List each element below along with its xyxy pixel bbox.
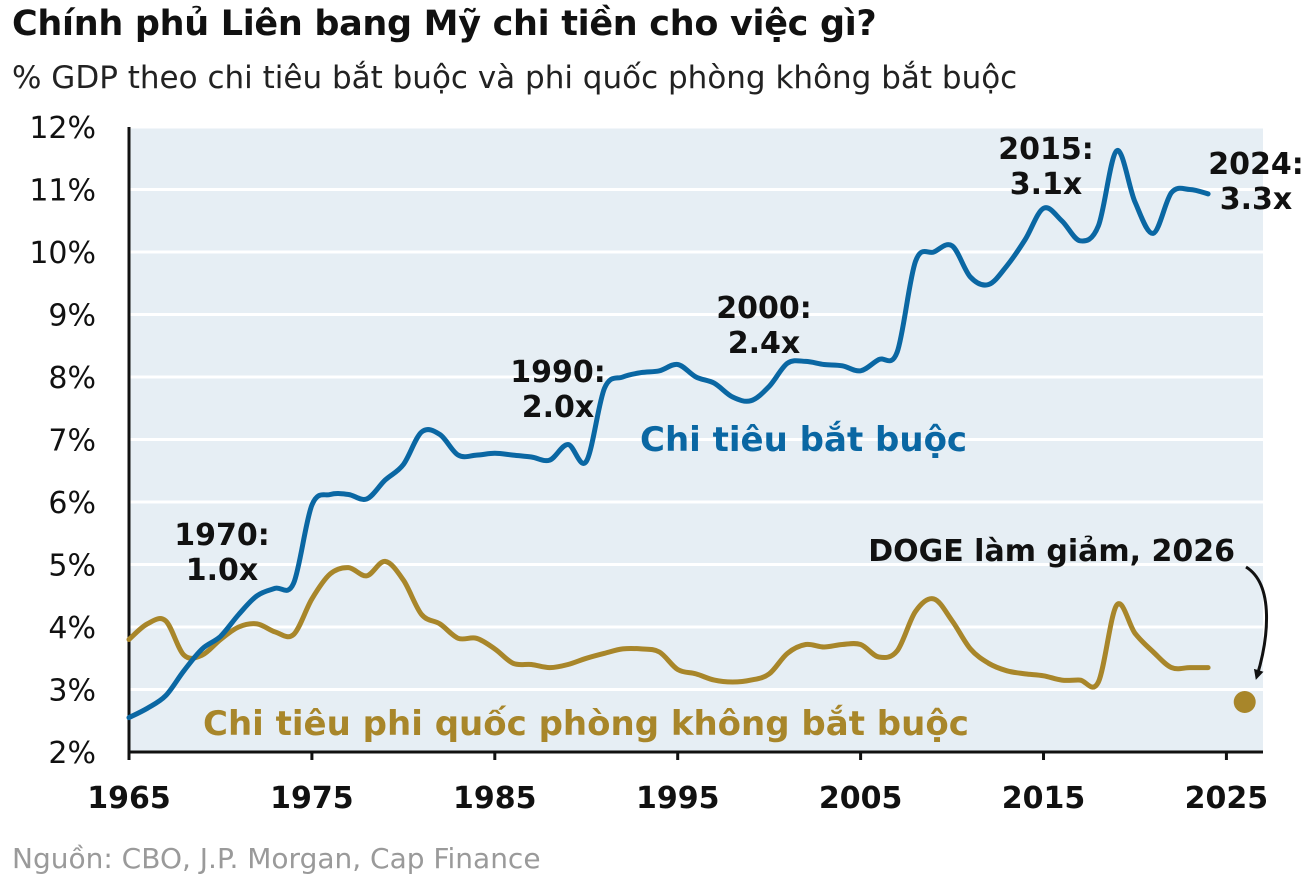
annotation-year: 1970: — [174, 518, 270, 553]
annotation-year: 2024: — [1208, 147, 1304, 182]
series-label-mandatory: Chi tiêu bắt buộc — [640, 420, 967, 460]
y-axis-ticks: 2% 3% 4% 5% 6% 7% 8% 9% 10% 11% 12% — [29, 111, 96, 771]
x-tick-label: 1995 — [636, 781, 720, 816]
y-tick-label: 7% — [48, 424, 96, 459]
series-line-nondefense — [126, 558, 1211, 690]
source-note: Nguồn: CBO, J.P. Morgan, Cap Finance — [12, 842, 541, 875]
annotation-ratio: 3.1x — [1010, 167, 1083, 202]
x-tick-label: 1975 — [270, 781, 354, 816]
y-tick-label: 2% — [48, 736, 96, 771]
x-tick-label: 1985 — [453, 781, 537, 816]
annotation-year: 1990: — [510, 355, 606, 390]
annotation-year: 2015: — [998, 132, 1094, 167]
gridlines — [129, 125, 1263, 691]
y-tick-label: 12% — [29, 111, 96, 146]
y-tick-label: 9% — [48, 299, 96, 334]
annotation-ratio: 2.4x — [728, 326, 801, 361]
x-tick-label: 2015 — [1002, 781, 1086, 816]
y-tick-label: 10% — [29, 236, 96, 271]
x-tick-label: 2025 — [1185, 781, 1269, 816]
x-axis-ticks: 1965 1975 1985 1995 2005 2015 2025 — [87, 752, 1268, 816]
projection-point-2026 — [1233, 691, 1256, 713]
y-tick-label: 11% — [29, 174, 96, 209]
annotation-year: 2000: — [716, 291, 812, 326]
series-line-mandatory — [126, 148, 1211, 721]
annotation-ratio: 3.3x — [1220, 182, 1293, 217]
x-tick-label: 2005 — [819, 781, 903, 816]
ratio-annotations: 1970:1.0x 1990:2.0x 2000:2.4x 2015:3.1x 2024… — [174, 132, 1304, 588]
x-tick-label: 1965 — [87, 781, 171, 816]
annotation-ratio: 2.0x — [522, 390, 595, 425]
y-tick-label: 4% — [48, 611, 96, 646]
annotation-ratio: 1.0x — [186, 553, 259, 588]
y-tick-label: 3% — [48, 674, 96, 709]
doge-label: DOGE làm giảm, 2026 — [868, 534, 1235, 569]
y-tick-label: 5% — [48, 549, 96, 584]
chart-subtitle: % GDP theo chi tiêu bắt buộc và phi quốc… — [12, 60, 1018, 96]
chart-title: Chính phủ Liên bang Mỹ chi tiền cho việc… — [12, 4, 877, 44]
series-label-nondefense: Chi tiêu phi quốc phòng không bắt buộc — [203, 704, 969, 744]
y-tick-label: 6% — [48, 486, 96, 521]
y-tick-label: 8% — [48, 361, 96, 396]
doge-arrow — [1245, 565, 1268, 680]
